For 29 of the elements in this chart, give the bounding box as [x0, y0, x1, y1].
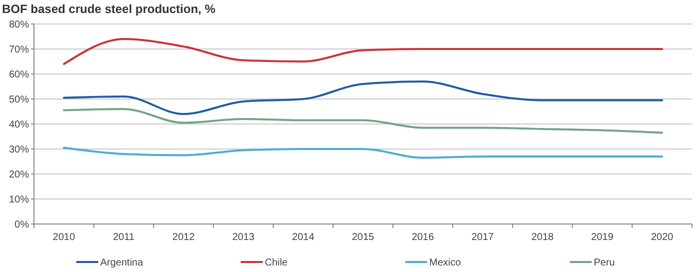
legend-label: Peru	[594, 258, 615, 268]
chart-title: BOF based crude steel production, %	[2, 2, 216, 16]
y-tick-label: 20%	[8, 170, 30, 180]
x-tick-label: 2016	[412, 232, 434, 243]
legend-label: Chile	[264, 258, 288, 268]
x-tick-label: 2012	[172, 232, 196, 243]
x-tick-label: 2011	[112, 232, 135, 243]
line-series	[62, 108, 664, 134]
legend-label: Argentina	[100, 258, 144, 268]
y-tick-label: 70%	[8, 44, 30, 56]
x-tick-label: 2010	[52, 232, 76, 243]
x-tick-label: 2014	[292, 232, 315, 243]
line-series	[62, 80, 664, 115]
y-tick-label: 60%	[8, 70, 30, 80]
x-tick-label: 2017	[472, 232, 494, 243]
y-tick-label: 30%	[8, 144, 30, 156]
y-tick-label: 0%	[14, 220, 30, 230]
x-tick-label: 2018	[531, 232, 554, 243]
y-tick-label: 80%	[8, 20, 30, 30]
line-series	[62, 146, 664, 159]
y-tick-label: 10%	[8, 194, 30, 206]
line-series	[62, 38, 664, 65]
y-tick-label: 50%	[8, 94, 30, 106]
x-tick-label: 2013	[232, 232, 255, 243]
x-tick-label: 2015	[352, 232, 375, 243]
x-tick-label: 2020	[650, 232, 674, 243]
y-tick-label: 40%	[8, 120, 30, 130]
x-tick-label: 2019	[591, 232, 614, 243]
legend-label: Mexico	[429, 258, 462, 268]
